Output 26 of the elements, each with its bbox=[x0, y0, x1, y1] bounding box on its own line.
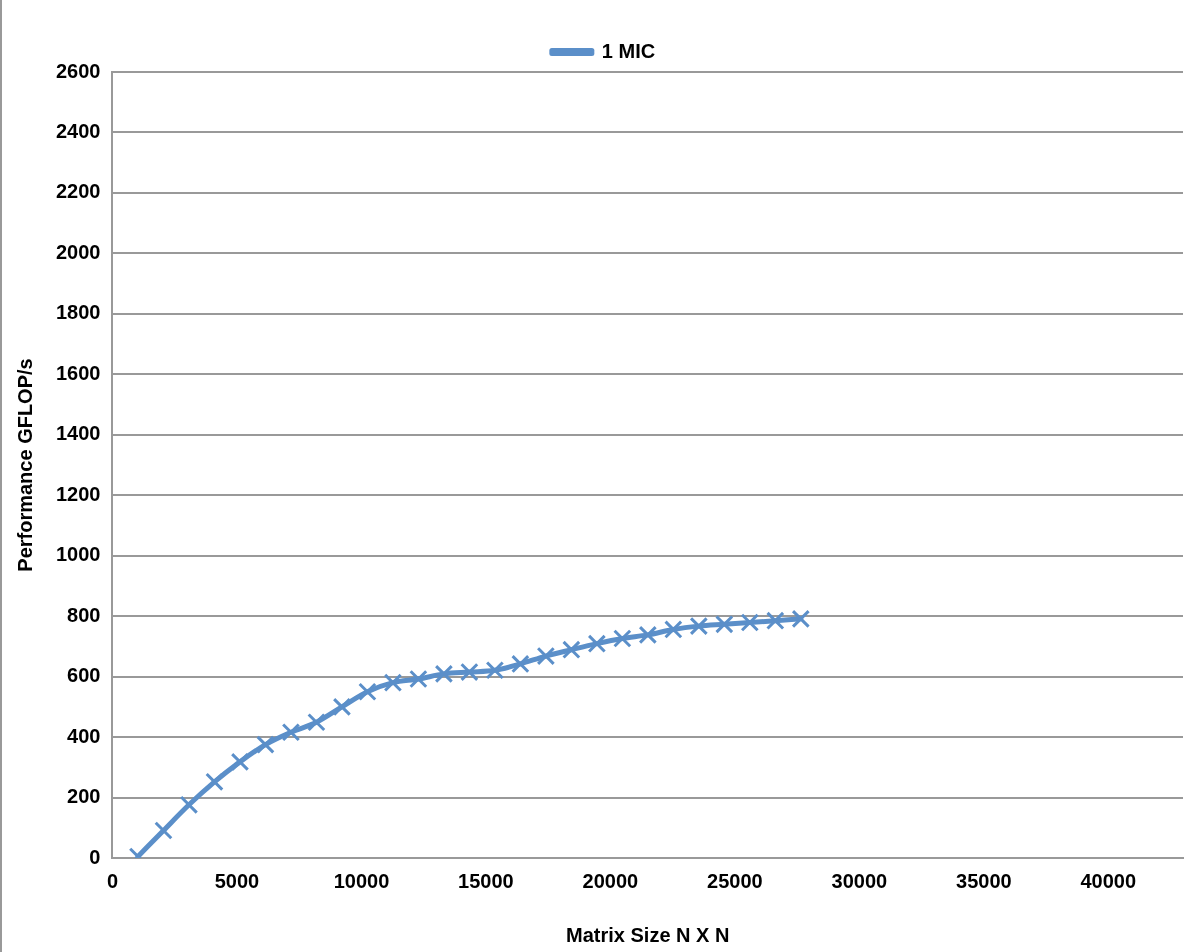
x-tick-label: 40000 bbox=[1080, 869, 1137, 892]
y-tick-label: 0 bbox=[89, 845, 101, 868]
x-tick-label: 5000 bbox=[214, 869, 260, 892]
x-tick-label: 15000 bbox=[458, 869, 514, 892]
y-tick-label: 1200 bbox=[55, 482, 101, 505]
y-tick-label: 1000 bbox=[55, 543, 101, 566]
x-tick-label: 25000 bbox=[707, 869, 763, 892]
y-tick-label: 2400 bbox=[55, 119, 101, 142]
x-tick-label: 35000 bbox=[956, 869, 1012, 892]
y-tick-label: 600 bbox=[67, 664, 101, 687]
x-tick-label: 10000 bbox=[333, 869, 390, 892]
y-tick-label: 2000 bbox=[55, 240, 101, 263]
y-tick-label: 1800 bbox=[55, 301, 101, 324]
x-tick-label: 30000 bbox=[831, 869, 888, 892]
y-tick-label: 2600 bbox=[55, 59, 101, 82]
x-axis-title: Matrix Size N X N bbox=[566, 923, 730, 946]
y-tick-label: 1600 bbox=[55, 361, 101, 384]
x-tick-label: 0 bbox=[106, 869, 119, 892]
y-tick-label: 800 bbox=[67, 603, 101, 626]
y-tick-label: 2200 bbox=[55, 180, 101, 203]
y-axis-title: Performance GFLOP/s bbox=[13, 358, 36, 572]
y-tick-label: 200 bbox=[67, 785, 101, 808]
y-tick-label: 1400 bbox=[55, 422, 101, 445]
legend-label: 1 MIC bbox=[601, 39, 656, 62]
y-tick-label: 400 bbox=[67, 724, 101, 747]
x-tick-label: 20000 bbox=[582, 869, 639, 892]
